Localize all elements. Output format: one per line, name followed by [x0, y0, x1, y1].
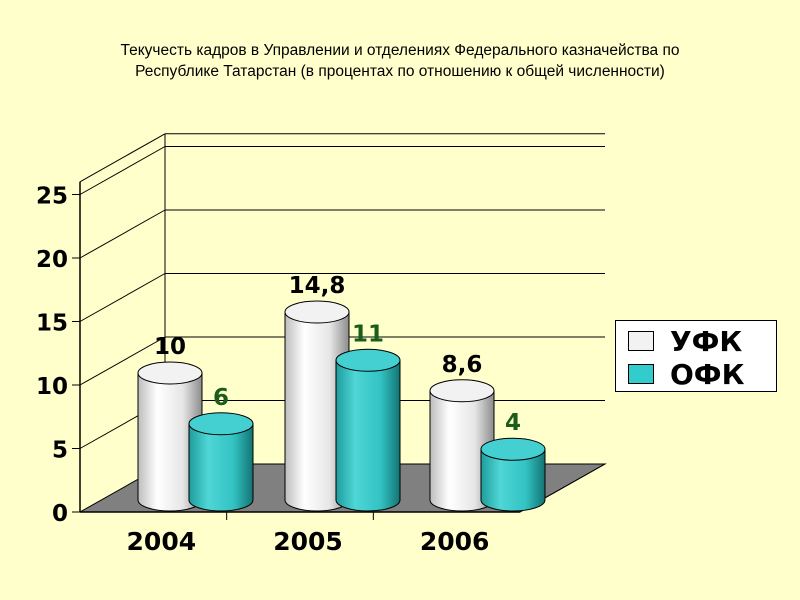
- chart-title-line-1: Текучесть кадров в Управлении и отделени…: [120, 42, 680, 59]
- chart-title: Текучесть кадров в Управлении и отделени…: [40, 40, 760, 82]
- legend-swatch-ofk: [628, 364, 654, 384]
- data-label: 11: [352, 321, 384, 347]
- chart-legend: УФК ОФК: [615, 320, 777, 392]
- y-tick-label: 0: [52, 501, 68, 527]
- legend-swatch-ufk: [628, 331, 654, 351]
- gridline-side: [79, 336, 166, 386]
- bar-top-ofk-2005: [335, 348, 401, 372]
- bar-top-ufk-2005: [284, 300, 350, 324]
- y-tick-label: 10: [36, 374, 68, 400]
- gridline-side: [79, 209, 166, 259]
- legend-item-ofk: ОФК: [628, 357, 745, 391]
- data-label: 10: [154, 334, 186, 360]
- y-tick-label: 15: [36, 311, 68, 337]
- legend-item-ufk: УФК: [628, 324, 743, 358]
- legend-label-ufk: УФК: [670, 324, 743, 358]
- bar-ofk-2005: [335, 359, 401, 512]
- x-tick-label: 2005: [273, 527, 343, 556]
- bar-top-ofk-2006: [480, 437, 546, 461]
- gridline-side-top: [79, 133, 166, 183]
- data-label: 14,8: [289, 273, 346, 299]
- bar-top-ofk-2004: [188, 412, 254, 436]
- data-label: 8,6: [442, 352, 483, 378]
- bar-ofk-2006: [480, 448, 546, 512]
- data-label: 6: [213, 385, 229, 411]
- gridline-side: [79, 273, 166, 322]
- gridline-side: [79, 146, 166, 195]
- bar-top-ufk-2004: [137, 361, 203, 385]
- y-tick-label: 25: [36, 184, 68, 210]
- x-tick-label: 2004: [127, 527, 197, 556]
- data-label: 4: [505, 410, 521, 436]
- y-tick-label: 20: [36, 247, 68, 273]
- bar-top-ufk-2006: [429, 379, 495, 403]
- chart-title-line-2: Республике Татарстан (в процентах по отн…: [135, 63, 665, 80]
- x-tick-label: 2006: [420, 527, 490, 556]
- bar-ofk-2004: [188, 423, 254, 512]
- y-tick-label: 5: [52, 438, 68, 464]
- legend-label-ofk: ОФК: [670, 357, 745, 391]
